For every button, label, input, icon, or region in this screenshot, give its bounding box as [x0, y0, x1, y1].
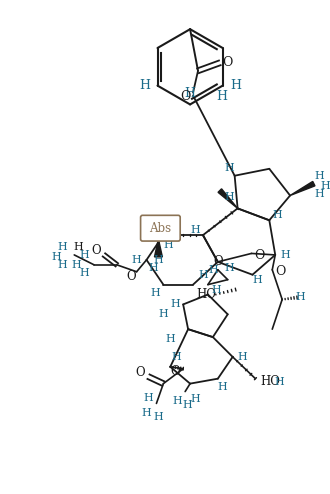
Text: H: H: [79, 268, 89, 278]
Text: H: H: [150, 225, 160, 235]
Text: O: O: [254, 249, 265, 262]
Text: O: O: [170, 365, 180, 378]
Text: H: H: [132, 255, 142, 265]
Text: H: H: [208, 265, 218, 275]
Polygon shape: [154, 239, 162, 257]
Text: H: H: [57, 242, 67, 252]
Text: H: H: [170, 299, 180, 309]
Text: H: H: [230, 79, 241, 92]
Text: H: H: [272, 210, 282, 220]
Text: H: H: [225, 263, 235, 273]
Text: H: H: [225, 192, 235, 202]
Text: HO: HO: [260, 375, 280, 388]
Text: H: H: [153, 412, 163, 422]
Text: H: H: [153, 255, 163, 265]
Text: H: H: [144, 394, 153, 404]
Polygon shape: [290, 181, 315, 196]
Text: H: H: [150, 288, 160, 297]
Text: H: H: [79, 250, 89, 260]
Text: H: H: [314, 171, 324, 181]
Text: H: H: [165, 334, 175, 344]
Text: H: H: [71, 260, 81, 270]
Text: H: H: [238, 352, 248, 362]
Text: H: H: [252, 275, 262, 285]
Text: H: H: [51, 252, 61, 262]
Text: H: H: [57, 260, 67, 270]
Text: H: H: [280, 250, 290, 260]
Text: O: O: [222, 56, 233, 69]
Text: H: H: [148, 263, 158, 273]
Text: H: H: [295, 292, 305, 302]
Polygon shape: [218, 189, 238, 208]
Text: H: H: [184, 87, 196, 100]
Text: O: O: [275, 265, 285, 278]
Text: H: H: [190, 225, 200, 235]
Text: H: H: [139, 79, 150, 92]
Text: H: H: [73, 242, 83, 252]
Text: H: H: [225, 163, 235, 173]
Text: H: H: [198, 270, 208, 280]
Text: O: O: [180, 90, 190, 103]
Text: H: H: [182, 401, 192, 411]
Text: H: H: [158, 309, 168, 319]
Text: O: O: [136, 366, 146, 379]
Text: O: O: [126, 270, 136, 283]
Text: O: O: [213, 255, 223, 268]
Text: H: H: [163, 240, 173, 250]
Text: H: H: [172, 397, 182, 407]
Text: H: H: [171, 352, 181, 362]
Text: HO: HO: [196, 288, 216, 301]
Text: H: H: [218, 381, 228, 392]
Text: H: H: [142, 409, 151, 418]
Text: H: H: [314, 189, 324, 199]
Text: Abs: Abs: [149, 222, 172, 235]
Text: H: H: [216, 90, 227, 103]
Text: O: O: [91, 245, 101, 257]
FancyBboxPatch shape: [141, 215, 180, 241]
Text: H: H: [274, 376, 284, 387]
Text: H: H: [321, 181, 330, 191]
Text: H: H: [211, 285, 221, 294]
Text: H: H: [190, 395, 200, 405]
